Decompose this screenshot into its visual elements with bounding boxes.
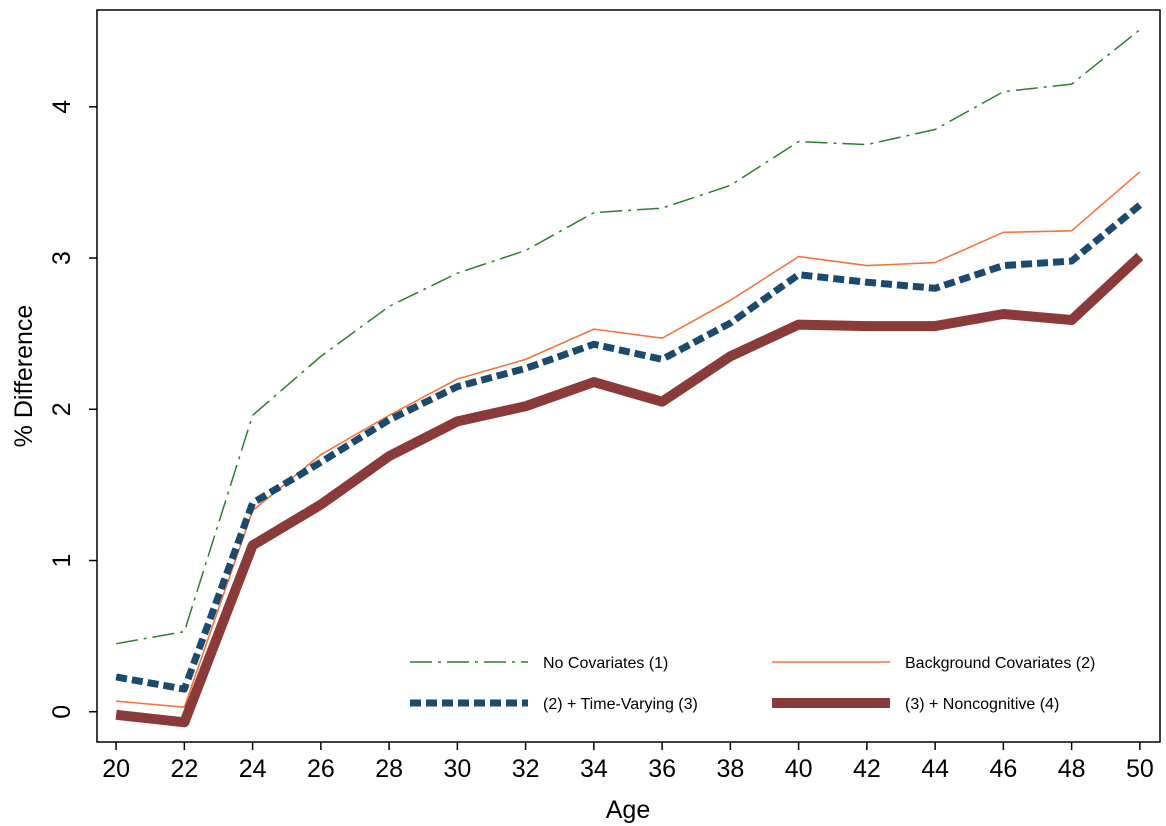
x-tick-label: 28 (375, 755, 403, 783)
x-tick-label: 46 (989, 755, 1017, 783)
x-tick-label: 42 (853, 755, 881, 783)
plot-frame (96, 9, 1161, 743)
x-tick-label: 32 (512, 755, 540, 783)
legend-label: No Covariates (1) (543, 655, 668, 672)
x-tick-label: 22 (170, 755, 198, 783)
series-line (115, 202, 1143, 693)
y-tick-label: 3 (48, 251, 76, 265)
series-line (115, 252, 1144, 728)
x-tick-label: 38 (716, 755, 744, 783)
x-tick-label: 36 (648, 755, 676, 783)
x-tick-label: 24 (239, 755, 267, 783)
legend-label: Background Covariates (2) (905, 655, 1095, 672)
y-tick-label: 0 (48, 705, 76, 719)
legend-label: (2) + Time-Varying (3) (543, 696, 698, 713)
x-tick-label: 50 (1126, 755, 1154, 783)
x-tick-label: 26 (307, 755, 335, 783)
x-tick-label: 34 (580, 755, 608, 783)
series-line (115, 29, 1141, 645)
x-tick-label: 20 (102, 755, 130, 783)
x-tick-label: 48 (1058, 755, 1086, 783)
y-tick-label: 4 (48, 100, 76, 114)
series-line (116, 171, 1141, 709)
x-tick-label: 30 (443, 755, 471, 783)
x-tick-label: 40 (785, 755, 813, 783)
legend-label: (3) + Noncognitive (4) (905, 696, 1059, 713)
y-tick-label: 2 (48, 402, 76, 416)
x-tick-label: 44 (921, 755, 949, 783)
y-tick-label: 1 (48, 554, 76, 568)
y-axis-label: % Difference (10, 305, 38, 448)
x-axis-label: Age (606, 796, 650, 824)
